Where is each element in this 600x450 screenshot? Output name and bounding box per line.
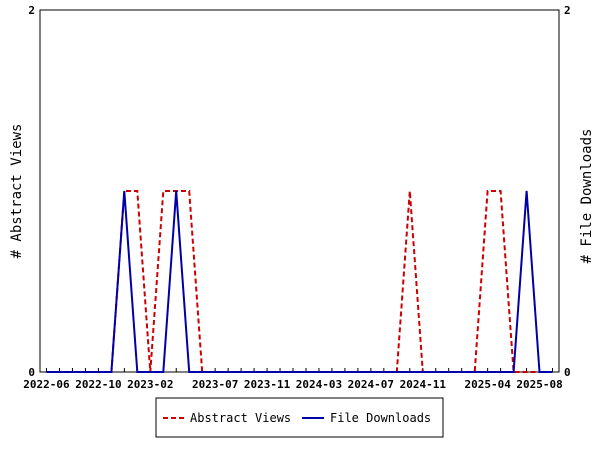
series-line-file-downloads [46,190,553,373]
y-left-tick-min: 0 [28,366,35,379]
y-right-tick-min: 0 [564,366,571,379]
y-right-tick-max: 2 [564,4,571,17]
legend-label-abstract-views: Abstract Views [190,411,291,425]
y-left-tick-max: 2 [28,4,35,17]
x-tick-label: 2022-10 [75,378,121,391]
x-tick-label: 2023-02 [127,378,173,391]
x-tick-label: 2025-08 [516,378,562,391]
y-axis-left-title: # Abstract Views [9,124,25,259]
x-tick-label: 2024-03 [296,378,342,391]
axis-frame [39,9,560,373]
x-tick-label: 2023-07 [192,378,238,391]
x-tick-label: 2024-11 [400,378,447,391]
y-axis-right-title: # File Downloads [579,129,595,264]
x-tick-label: 2025-04 [464,378,511,391]
x-axis-ticks: 2022-06 2022-10 2023-02 2023-07 2023-11 2024-… [23,368,563,391]
plot-area-border [39,9,560,373]
x-tick-label: 2023-11 [244,378,291,391]
series-lines [46,190,553,373]
legend-box [155,397,444,438]
legend: Abstract Views File Downloads [155,397,444,438]
x-tick-label: 2024-07 [348,378,394,391]
x-tick-label: 2022-06 [23,378,70,391]
legend-label-file-downloads: File Downloads [330,411,431,425]
